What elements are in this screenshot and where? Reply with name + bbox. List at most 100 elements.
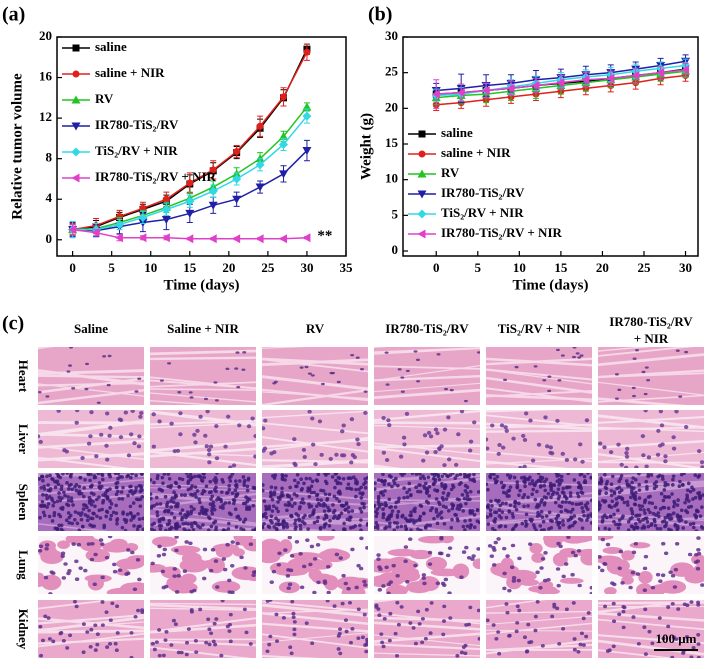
nucleus: [441, 497, 446, 502]
nucleus: [439, 510, 444, 514]
nucleus: [61, 529, 65, 531]
tissue-strand: [40, 549, 64, 565]
nucleus: [334, 552, 340, 557]
nucleus: [42, 484, 46, 489]
nucleus: [400, 376, 405, 379]
nucleus: [537, 503, 542, 508]
nucleus: [494, 480, 499, 484]
tissue-strand: [452, 563, 470, 579]
tissue-streak: [598, 452, 704, 468]
nucleus: [634, 521, 638, 526]
nucleus: [544, 477, 549, 482]
nucleus: [167, 362, 172, 365]
nucleus: [305, 538, 310, 542]
nucleus: [204, 484, 209, 489]
nucleus: [489, 499, 493, 503]
tissue-strand: [286, 557, 315, 574]
nucleus: [617, 566, 622, 571]
nucleus: [172, 567, 177, 571]
nucleus: [442, 486, 447, 491]
tissue-streak: [374, 388, 480, 400]
nucleus: [322, 501, 326, 506]
panel-label: (a): [2, 4, 25, 26]
nucleus: [93, 552, 98, 557]
nucleus: [108, 499, 112, 503]
nucleus: [497, 508, 502, 513]
tissue-streak: [598, 369, 704, 379]
column-header: IR780-TiS₂/RV: [385, 321, 469, 336]
nucleus: [533, 628, 538, 633]
nucleus: [102, 355, 107, 358]
nucleus: [310, 374, 315, 377]
nucleus: [210, 512, 215, 516]
tissue-streak: [150, 603, 256, 611]
nucleus: [667, 495, 672, 499]
marker: [279, 131, 289, 140]
legend-label: saline: [95, 39, 127, 54]
nucleus: [383, 503, 388, 508]
nucleus: [92, 473, 97, 478]
nucleus: [405, 519, 410, 523]
tissue-streak: [150, 411, 256, 427]
nucleus: [107, 433, 112, 438]
nucleus: [387, 473, 392, 478]
nucleus: [559, 509, 564, 514]
nucleus: [104, 443, 109, 448]
nucleus: [499, 480, 504, 485]
nucleus: [89, 627, 94, 632]
nucleus: [395, 654, 400, 658]
histology-texture: [486, 536, 592, 594]
nucleus: [160, 475, 165, 480]
marker: [302, 111, 312, 121]
nucleus: [312, 557, 318, 561]
nucleus: [568, 494, 573, 498]
nucleus: [633, 477, 638, 482]
tissue-strand: [602, 546, 623, 555]
nucleus: [83, 568, 88, 573]
tissue-strand: [529, 543, 543, 554]
nucleus: [359, 528, 363, 531]
nucleus: [691, 525, 696, 530]
nucleus: [568, 491, 573, 495]
nucleus: [472, 420, 477, 425]
nucleus: [65, 502, 69, 507]
marker: [303, 48, 311, 56]
nucleus: [548, 445, 553, 450]
nucleus: [428, 523, 432, 528]
nucleus: [435, 514, 440, 518]
nucleus: [195, 428, 200, 433]
nucleus: [432, 516, 436, 521]
nucleus: [362, 579, 367, 584]
nucleus: [219, 499, 224, 504]
nucleus: [291, 615, 296, 620]
nucleus: [102, 523, 107, 528]
nucleus: [292, 461, 297, 466]
nucleus: [165, 500, 170, 505]
x-tick-label: 25: [261, 260, 275, 275]
nucleus: [681, 483, 685, 487]
nucleus: [277, 551, 282, 556]
nucleus: [486, 437, 489, 442]
nucleus: [615, 486, 619, 491]
tissue-streak: [262, 632, 368, 643]
nucleus: [502, 571, 507, 576]
nucleus: [449, 525, 454, 530]
nucleus: [84, 387, 89, 391]
nucleus: [235, 492, 240, 496]
nucleus: [441, 504, 446, 509]
y-tick-label: 20: [385, 99, 398, 114]
nucleus: [178, 411, 183, 416]
nucleus: [74, 420, 79, 425]
nucleus: [272, 525, 276, 529]
nucleus: [461, 509, 466, 513]
marker: [431, 89, 440, 99]
nucleus: [95, 497, 99, 502]
nucleus: [571, 601, 576, 605]
nucleus: [63, 562, 68, 566]
tissue-streak: [150, 646, 252, 658]
nucleus: [166, 473, 171, 476]
nucleus: [676, 498, 680, 502]
nucleus: [53, 485, 58, 490]
nucleus: [362, 612, 367, 617]
nucleus: [117, 568, 123, 572]
